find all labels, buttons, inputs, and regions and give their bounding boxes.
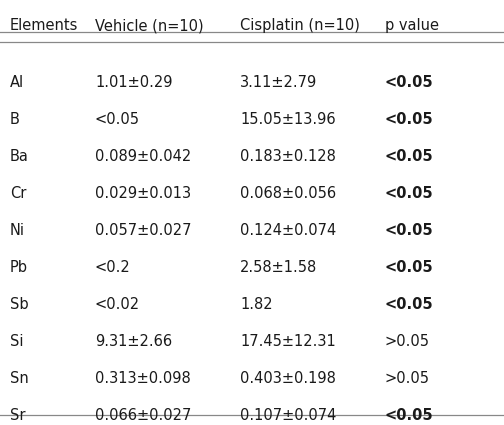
- Text: Vehicle (n=10): Vehicle (n=10): [95, 18, 204, 33]
- Text: B: B: [10, 112, 20, 127]
- Text: 15.05±13.96: 15.05±13.96: [240, 112, 336, 127]
- Text: <0.05: <0.05: [385, 408, 433, 423]
- Text: 9.31±2.66: 9.31±2.66: [95, 334, 172, 349]
- Text: <0.05: <0.05: [385, 223, 433, 238]
- Text: 0.313±0.098: 0.313±0.098: [95, 371, 191, 386]
- Text: Sb: Sb: [10, 297, 29, 312]
- Text: <0.05: <0.05: [95, 112, 140, 127]
- Text: 0.107±0.074: 0.107±0.074: [240, 408, 336, 423]
- Text: p value: p value: [385, 18, 439, 33]
- Text: Cr: Cr: [10, 186, 26, 201]
- Text: Si: Si: [10, 334, 24, 349]
- Text: Sn: Sn: [10, 371, 29, 386]
- Text: <0.2: <0.2: [95, 260, 131, 275]
- Text: 2.58±1.58: 2.58±1.58: [240, 260, 317, 275]
- Text: 17.45±12.31: 17.45±12.31: [240, 334, 336, 349]
- Text: <0.05: <0.05: [385, 112, 433, 127]
- Text: 0.089±0.042: 0.089±0.042: [95, 149, 191, 164]
- Text: <0.05: <0.05: [385, 75, 433, 90]
- Text: 0.068±0.056: 0.068±0.056: [240, 186, 336, 201]
- Text: 0.029±0.013: 0.029±0.013: [95, 186, 191, 201]
- Text: <0.05: <0.05: [385, 297, 433, 312]
- Text: 1.01±0.29: 1.01±0.29: [95, 75, 172, 90]
- Text: 1.82: 1.82: [240, 297, 273, 312]
- Text: 0.057±0.027: 0.057±0.027: [95, 223, 192, 238]
- Text: Al: Al: [10, 75, 24, 90]
- Text: 0.183±0.128: 0.183±0.128: [240, 149, 336, 164]
- Text: Elements: Elements: [10, 18, 79, 33]
- Text: 0.066±0.027: 0.066±0.027: [95, 408, 192, 423]
- Text: >0.05: >0.05: [385, 334, 430, 349]
- Text: Ni: Ni: [10, 223, 25, 238]
- Text: <0.02: <0.02: [95, 297, 140, 312]
- Text: <0.05: <0.05: [385, 149, 433, 164]
- Text: Ba: Ba: [10, 149, 29, 164]
- Text: <0.05: <0.05: [385, 186, 433, 201]
- Text: Pb: Pb: [10, 260, 28, 275]
- Text: Sr: Sr: [10, 408, 26, 423]
- Text: Cisplatin (n=10): Cisplatin (n=10): [240, 18, 360, 33]
- Text: >0.05: >0.05: [385, 371, 430, 386]
- Text: 0.124±0.074: 0.124±0.074: [240, 223, 336, 238]
- Text: 0.403±0.198: 0.403±0.198: [240, 371, 336, 386]
- Text: <0.05: <0.05: [385, 260, 433, 275]
- Text: 3.11±2.79: 3.11±2.79: [240, 75, 317, 90]
